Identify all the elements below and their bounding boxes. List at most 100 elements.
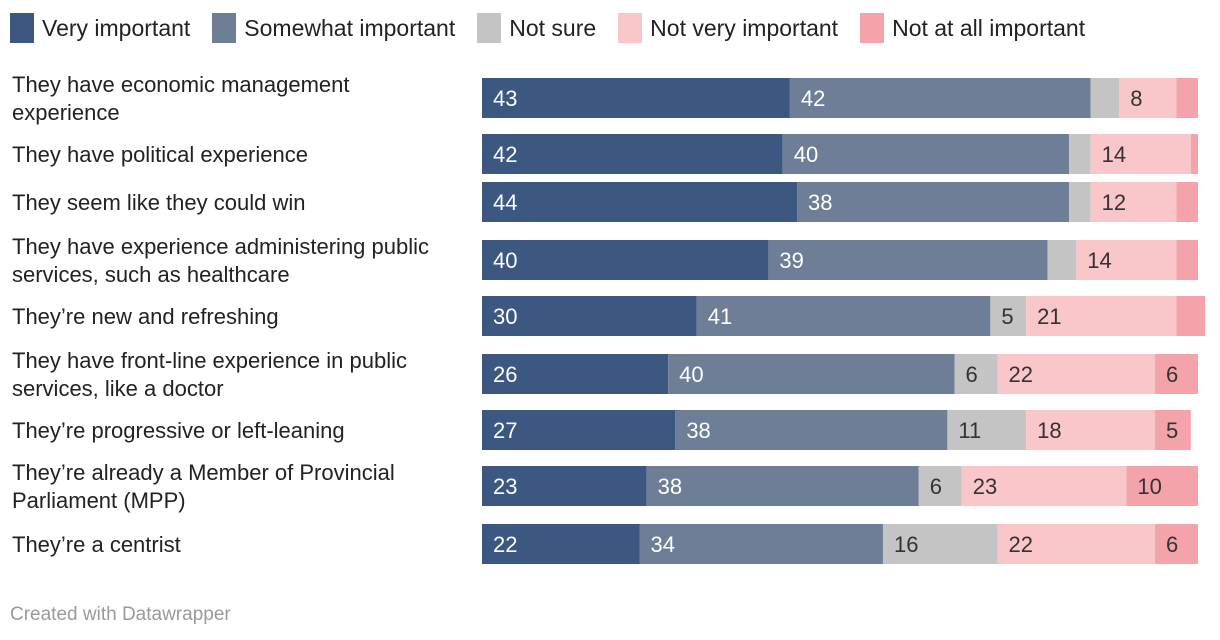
footer-credit: Created with Datawrapper <box>10 604 231 625</box>
bar-segment <box>961 466 1127 506</box>
bar-segment <box>482 78 790 118</box>
bar-segment <box>1155 410 1191 450</box>
bar-segment <box>1026 296 1177 336</box>
value-label: 5 <box>1166 418 1178 443</box>
row-label-line: services, like a doctor <box>12 376 224 401</box>
value-label: 40 <box>493 248 517 273</box>
value-label: 22 <box>493 532 517 557</box>
bar-segment <box>1176 296 1206 336</box>
bar-segment <box>1155 524 1198 564</box>
legend-label: Not at all important <box>892 14 1086 41</box>
value-label: 14 <box>1102 142 1126 167</box>
row-label: They seem like they could win <box>12 190 305 215</box>
value-label: 38 <box>658 474 682 499</box>
bar-segment <box>1026 410 1156 450</box>
value-label: 44 <box>493 190 517 215</box>
bar-segment <box>1155 354 1198 394</box>
value-label: 23 <box>493 474 517 499</box>
value-label: 6 <box>966 362 978 387</box>
value-label: 26 <box>493 362 517 387</box>
bar-segment <box>768 240 1048 280</box>
legend-label: Somewhat important <box>244 14 456 41</box>
value-label: 38 <box>808 190 832 215</box>
row-label-line: They’re new and refreshing <box>12 304 279 329</box>
bar-segment <box>1076 240 1177 280</box>
value-label: 30 <box>493 304 517 329</box>
bar-segment <box>1090 78 1120 118</box>
row-label-line: experience <box>12 100 120 125</box>
row-label-line: They’re progressive or left-leaning <box>12 418 345 443</box>
row-label-line: Parliament (MPP) <box>12 488 186 513</box>
row-label: They have economic management experience <box>12 72 350 125</box>
bar-segment <box>789 78 1091 118</box>
row-label: They’re already a Member of Provincial Pa… <box>12 460 395 513</box>
bar-segment <box>482 466 647 506</box>
bar-segment <box>482 134 783 174</box>
bar-segment <box>482 296 697 336</box>
bar-segment <box>646 466 919 506</box>
bar-segment <box>1090 182 1177 222</box>
bar-segment <box>990 296 1027 336</box>
bar-segment <box>918 466 962 506</box>
bar-segment <box>639 524 883 564</box>
legend-swatch <box>477 13 502 43</box>
value-label: 6 <box>1166 532 1178 557</box>
bar-segment <box>954 354 998 394</box>
row-label: They have political experience <box>12 142 308 167</box>
row-label-line: They have front-line experience in publi… <box>12 348 407 373</box>
bar-segment <box>782 134 1070 174</box>
legend-label: Not very important <box>650 14 839 41</box>
legend-item: Not sure <box>477 13 596 43</box>
value-label: 5 <box>1001 304 1013 329</box>
stacked-bar-chart: They have economic management experience 4… <box>12 72 1206 564</box>
chart-legend: Very important Somewhat important Not sure… <box>10 12 1107 44</box>
value-label: 27 <box>493 418 517 443</box>
value-label: 8 <box>1130 86 1142 111</box>
value-label: 42 <box>493 142 517 167</box>
value-label: 14 <box>1087 248 1111 273</box>
value-label: 18 <box>1037 418 1061 443</box>
row-label-line: They seem like they could win <box>12 190 305 215</box>
value-label: 16 <box>894 532 918 557</box>
value-label: 40 <box>794 142 818 167</box>
bar-segment <box>482 354 669 394</box>
row-label-line: They have political experience <box>12 142 308 167</box>
bar-segment <box>1176 78 1198 118</box>
bar-segment <box>1176 240 1198 280</box>
value-label: 6 <box>930 474 942 499</box>
legend-item: Not at all important <box>860 13 1085 43</box>
row-label-line: services, such as healthcare <box>12 262 290 287</box>
value-label: 42 <box>801 86 825 111</box>
legend-swatch <box>212 13 237 43</box>
row-label: They have front-line experience in publi… <box>12 348 407 401</box>
bar-segment <box>797 182 1070 222</box>
bar-segment <box>1047 240 1077 280</box>
legend-label: Very important <box>42 14 191 41</box>
value-label: 34 <box>651 532 675 557</box>
row-label-line: They’re a centrist <box>12 532 181 557</box>
legend-swatch <box>10 13 34 43</box>
bar-segment <box>1176 182 1198 222</box>
bar-segment <box>482 410 676 450</box>
row-label: They’re progressive or left-leaning <box>12 418 345 443</box>
value-label: 22 <box>1009 532 1033 557</box>
value-label: 12 <box>1102 190 1126 215</box>
legend-swatch <box>860 13 885 43</box>
bar-segment <box>1190 134 1198 174</box>
legend-swatch <box>618 13 643 43</box>
value-label: 22 <box>1009 362 1033 387</box>
row-label: They’re new and refreshing <box>12 304 279 329</box>
legend-item: Somewhat important <box>212 13 455 43</box>
legend-item: Not very important <box>618 13 838 43</box>
bar-segment <box>482 182 798 222</box>
value-label: 38 <box>686 418 710 443</box>
bar-segment <box>1090 134 1191 174</box>
row-label: They’re a centrist <box>12 532 181 557</box>
bar-segment <box>675 410 948 450</box>
bar-segment <box>1069 134 1091 174</box>
bar-segment <box>482 240 769 280</box>
value-label: 41 <box>708 304 732 329</box>
legend-label: Not sure <box>509 14 597 41</box>
bar-segment <box>882 524 998 564</box>
bar-segment <box>696 296 991 336</box>
